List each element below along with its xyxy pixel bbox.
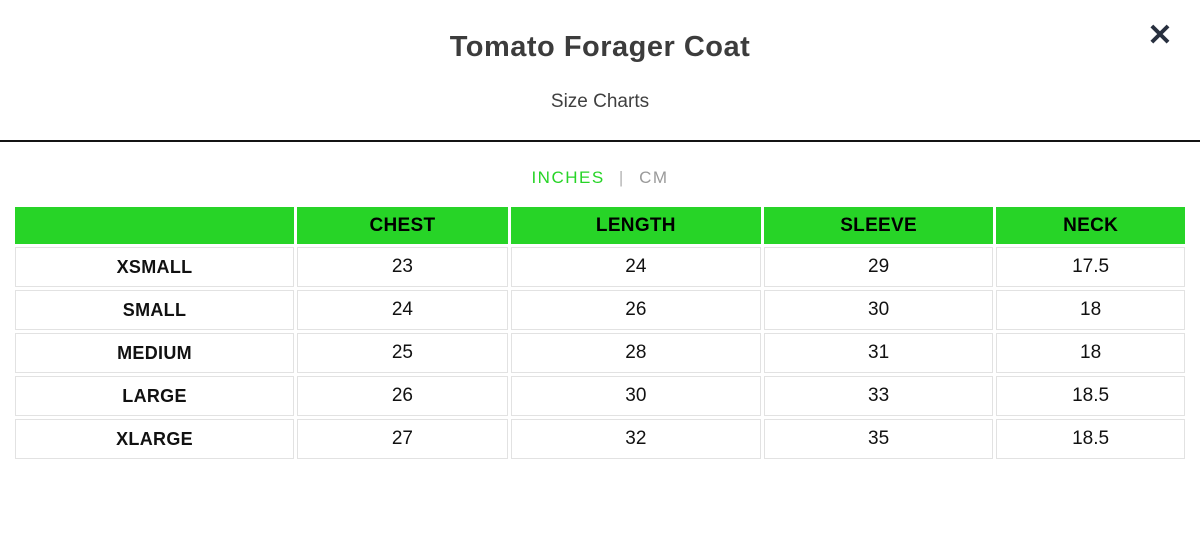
sleeve-cell: 29 [763, 247, 994, 287]
table-row: LARGE 26 30 33 18.5 [15, 376, 1185, 416]
length-cell: 24 [510, 247, 761, 287]
table-row: MEDIUM 25 28 31 18 [15, 333, 1185, 373]
size-cell: XLARGE [15, 419, 295, 459]
neck-cell: 18.5 [996, 419, 1185, 459]
column-header-chest: CHEST [297, 207, 508, 244]
sleeve-cell: 33 [763, 376, 994, 416]
modal-subtitle: Size Charts [550, 91, 650, 112]
neck-cell: 18.5 [996, 376, 1185, 416]
table-row: SMALL 24 26 30 18 [15, 290, 1185, 330]
size-cell: SMALL [15, 290, 295, 330]
neck-cell: 18 [996, 333, 1185, 373]
unit-separator: | [618, 168, 625, 187]
chest-cell: 25 [297, 333, 508, 373]
chest-cell: 24 [297, 290, 508, 330]
length-cell: 32 [510, 419, 761, 459]
size-table: CHEST LENGTH SLEEVE NECK XSMALL 23 24 29… [12, 204, 1188, 462]
column-header-size [15, 207, 295, 244]
chest-cell: 23 [297, 247, 508, 287]
modal-header: Tomato Forager Coat Size Charts ✕ [0, 0, 1200, 142]
neck-cell: 18 [996, 290, 1185, 330]
table-header-row: CHEST LENGTH SLEEVE NECK [15, 207, 1185, 244]
column-header-sleeve: SLEEVE [763, 207, 994, 244]
table-row: XLARGE 27 32 35 18.5 [15, 419, 1185, 459]
chest-cell: 26 [297, 376, 508, 416]
size-cell: LARGE [15, 376, 295, 416]
chest-cell: 27 [297, 419, 508, 459]
length-cell: 26 [510, 290, 761, 330]
column-header-neck: NECK [996, 207, 1185, 244]
length-cell: 28 [510, 333, 761, 373]
table-row: XSMALL 23 24 29 17.5 [15, 247, 1185, 287]
page-title: Tomato Forager Coat [449, 31, 751, 63]
close-icon[interactable]: ✕ [1140, 16, 1180, 56]
unit-option-cm[interactable]: CM [639, 168, 669, 187]
size-cell: XSMALL [15, 247, 295, 287]
sleeve-cell: 31 [763, 333, 994, 373]
length-cell: 30 [510, 376, 761, 416]
sleeve-cell: 30 [763, 290, 994, 330]
unit-option-inches[interactable]: INCHES [531, 168, 605, 187]
sleeve-cell: 35 [763, 419, 994, 459]
neck-cell: 17.5 [996, 247, 1185, 287]
column-header-length: LENGTH [510, 207, 761, 244]
size-cell: MEDIUM [15, 333, 295, 373]
unit-toggle: INCHES | CM [0, 168, 1200, 188]
